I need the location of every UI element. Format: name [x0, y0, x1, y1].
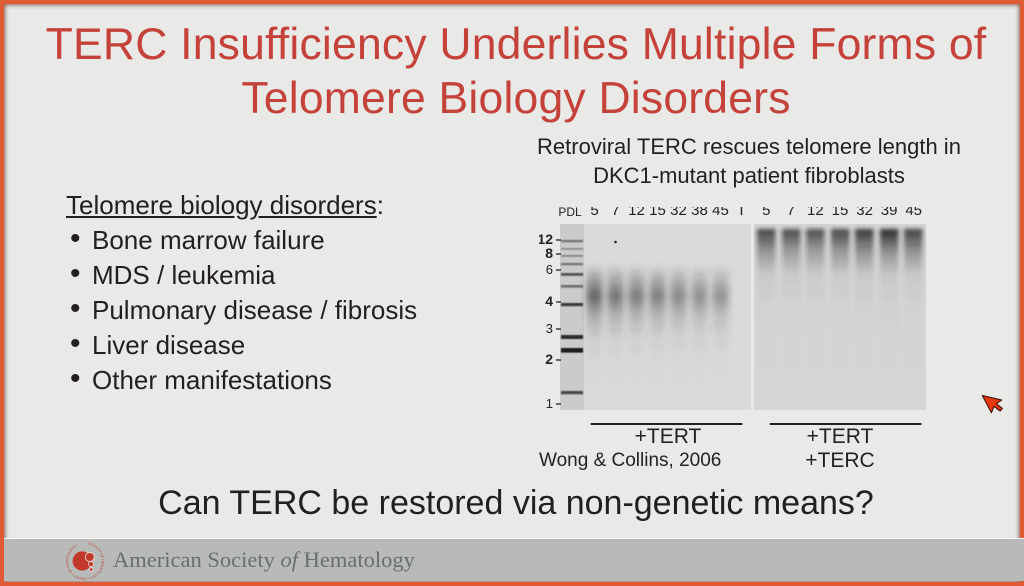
- svg-text:PDL: PDL: [558, 207, 582, 219]
- svg-text:Wong & Collins, 2006: Wong & Collins, 2006: [539, 450, 721, 471]
- svg-text:+TERC: +TERC: [805, 449, 874, 472]
- svg-text:12: 12: [628, 207, 645, 219]
- svg-text:32: 32: [670, 207, 687, 219]
- svg-text:+TERT: +TERT: [807, 425, 874, 448]
- svg-text:32: 32: [856, 207, 873, 219]
- svg-text:15: 15: [832, 207, 849, 219]
- svg-text:7: 7: [611, 207, 619, 219]
- svg-text:1: 1: [546, 396, 553, 411]
- svg-text:+TERT: +TERT: [635, 425, 702, 448]
- svg-text:4: 4: [545, 293, 553, 309]
- svg-text:2: 2: [545, 351, 553, 367]
- svg-text:38: 38: [691, 207, 708, 219]
- svg-text:15: 15: [649, 207, 666, 219]
- svg-text:8: 8: [545, 245, 553, 261]
- svg-text:I: I: [739, 207, 743, 219]
- svg-text:39: 39: [881, 207, 898, 219]
- svg-text:45: 45: [905, 207, 922, 219]
- svg-text:5: 5: [590, 207, 598, 219]
- svg-text:7: 7: [787, 207, 795, 219]
- svg-text:12: 12: [807, 207, 824, 219]
- svg-text:6: 6: [546, 262, 553, 277]
- svg-text:45: 45: [712, 207, 729, 219]
- svg-text:3: 3: [546, 321, 553, 336]
- svg-text:5: 5: [762, 207, 770, 219]
